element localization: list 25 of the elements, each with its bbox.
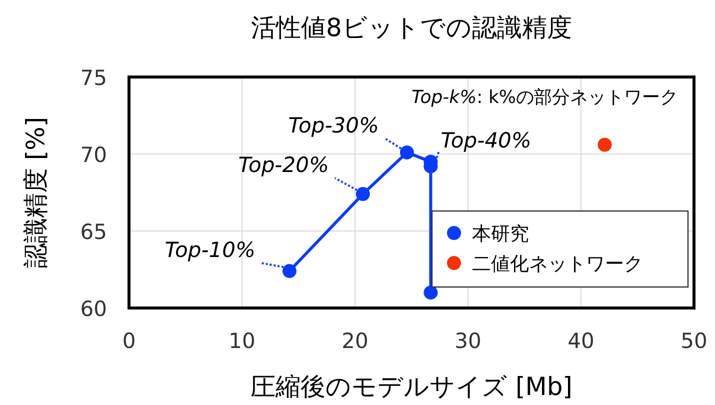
annotation: Top-20% <box>238 153 329 178</box>
x-axis-title: 圧縮後のモデルサイズ [Mb] <box>250 372 572 401</box>
x-tick-label: 0 <box>122 329 136 353</box>
annotation: Top-10% <box>164 238 256 262</box>
annotation: Top-40% <box>440 128 532 153</box>
point <box>400 145 414 160</box>
annotation: Top-30% <box>288 113 379 138</box>
x-tick-label: 50 <box>680 329 708 353</box>
point <box>598 138 612 152</box>
x-tick-label: 20 <box>342 329 368 353</box>
x-tick-label: 40 <box>568 329 594 353</box>
y-tick-label: 70 <box>80 143 107 167</box>
x-tick-label: 30 <box>454 329 482 353</box>
legend-label: 本研究 <box>472 223 529 245</box>
y-tick-label: 65 <box>80 220 107 244</box>
x-tick-label: 10 <box>228 329 256 353</box>
point <box>282 264 296 278</box>
y-axis-title: 認識精度 [%] <box>21 116 50 268</box>
annotation: Top-k%: k%の部分ネットワーク <box>411 87 678 108</box>
chart-title: 活性値8ビットでの認識精度 <box>251 13 572 42</box>
y-tick-label: 75 <box>80 66 107 90</box>
legend-label: 二値化ネットワーク <box>472 253 643 275</box>
point <box>424 286 438 300</box>
point <box>356 187 370 202</box>
y-tick-label: 60 <box>80 297 107 321</box>
